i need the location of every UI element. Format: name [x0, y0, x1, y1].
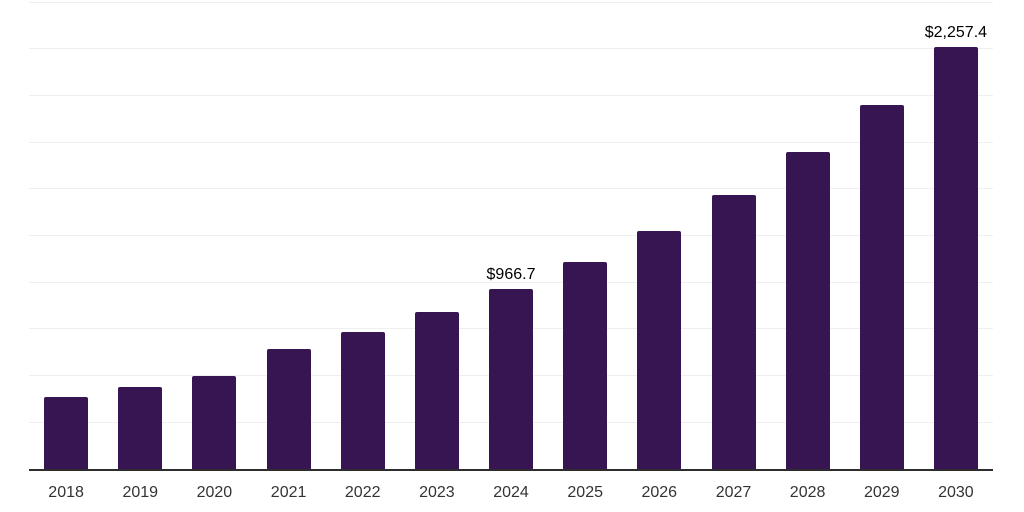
bar-2026 — [637, 231, 682, 469]
x-tick-2029: 2029 — [863, 484, 900, 501]
bar-2029 — [859, 105, 904, 469]
bar-2024 — [489, 288, 533, 469]
x-tick-2028: 2028 — [789, 484, 826, 501]
x-tick-2021: 2021 — [270, 484, 307, 501]
bar-2019 — [118, 386, 163, 469]
gridline-2250 — [29, 48, 993, 50]
x-tick-2025: 2025 — [567, 484, 603, 501]
x-tick-2024: 2024 — [493, 484, 529, 501]
x-tick-2020: 2020 — [196, 484, 233, 501]
bar-2018 — [44, 397, 89, 469]
bar-2028 — [785, 152, 830, 469]
bar-2022 — [340, 331, 385, 469]
gridline-1000 — [29, 281, 993, 283]
bar-2030 — [933, 47, 978, 469]
gridline-2500 — [29, 1, 993, 3]
bar-2020 — [192, 375, 237, 469]
x-tick-2026: 2026 — [641, 484, 678, 501]
x-tick-2018: 2018 — [48, 484, 84, 501]
bar-2021 — [266, 348, 311, 469]
x-tick-2027: 2027 — [715, 484, 752, 501]
x-tick-2030: 2030 — [938, 484, 974, 501]
value-label-2030: $2,257.4 — [924, 24, 988, 42]
gridline-2000 — [29, 95, 993, 96]
bar-2023 — [414, 312, 459, 469]
x-tick-2022: 2022 — [344, 484, 381, 501]
x-axis-line — [29, 469, 993, 471]
x-tick-2019: 2019 — [122, 484, 159, 501]
gridline-1250 — [29, 235, 993, 237]
gridline-1750 — [29, 141, 993, 143]
bar-2027 — [711, 195, 756, 469]
gridline-1500 — [29, 188, 993, 190]
bar-2025 — [563, 261, 608, 469]
x-tick-2023: 2023 — [419, 484, 455, 501]
value-label-2024: $966.7 — [486, 265, 536, 283]
